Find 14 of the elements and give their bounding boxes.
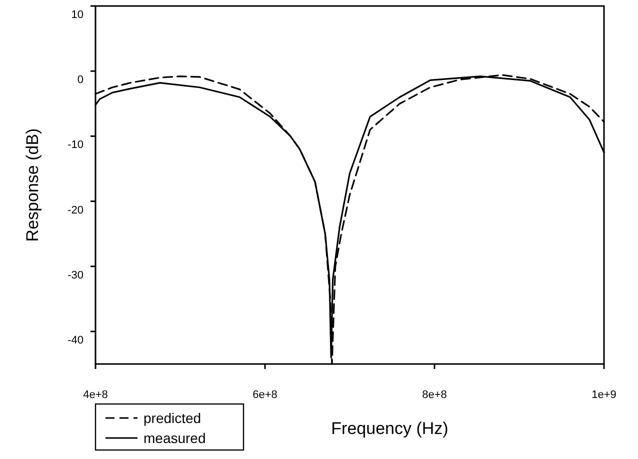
y-tick-label: -30 xyxy=(68,269,84,282)
x-tick-label: 1e+9 xyxy=(592,389,616,401)
x-tick-label: 8e+8 xyxy=(422,389,447,401)
y-tick-label: 10 xyxy=(71,9,84,21)
x-axis-title: Frequency (Hz) xyxy=(331,419,448,438)
y-tick-label: -10 xyxy=(68,139,84,152)
y-axis-title: Response (dB) xyxy=(23,128,42,242)
x-tick-label: 6e+8 xyxy=(252,389,278,401)
legend-label: predicted xyxy=(144,410,202,426)
x-tick-label: 4e+8 xyxy=(83,389,108,401)
legend-label: measured xyxy=(144,430,206,446)
y-tick-label: -40 xyxy=(68,334,84,346)
y-tick-label: -20 xyxy=(68,204,84,216)
y-tick-label: 0 xyxy=(77,74,84,86)
